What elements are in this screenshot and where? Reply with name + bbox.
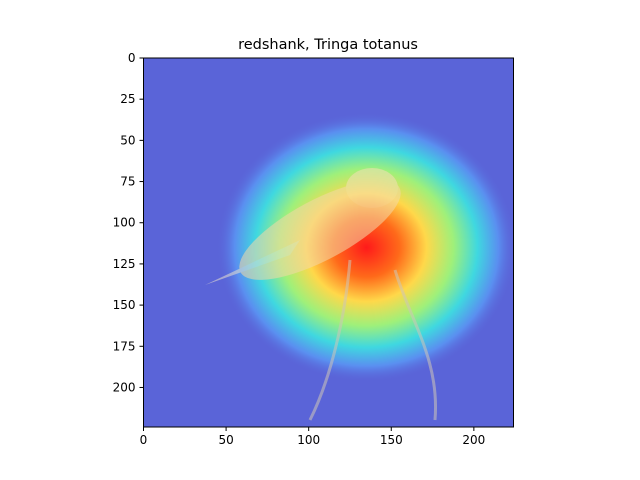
y-tick-label: 100 (113, 216, 136, 230)
x-tick-label: 200 (462, 433, 485, 447)
y-axis: 0 25 50 75 100 125 150 175 200 (113, 51, 144, 394)
x-tick-label: 0 (140, 433, 148, 447)
y-tick-label: 200 (113, 380, 136, 394)
heatmap-image (143, 58, 514, 427)
x-axis: 0 50 100 150 200 (140, 427, 485, 447)
y-tick-label: 175 (113, 339, 136, 353)
heatmap-hotspot (216, 112, 514, 383)
y-tick-label: 150 (113, 298, 136, 312)
y-tick-label: 25 (120, 92, 135, 106)
y-tick-label: 50 (120, 133, 135, 147)
y-tick-label: 125 (113, 257, 136, 271)
y-tick-label: 0 (128, 51, 136, 65)
plot-frame (143, 57, 514, 428)
chart-title: redshank, Tringa totanus (238, 37, 418, 53)
bird-subject (205, 168, 438, 421)
x-tick-label: 150 (380, 433, 403, 447)
y-tick-label: 75 (120, 175, 135, 189)
x-tick-label: 50 (218, 433, 233, 447)
x-tick-label: 100 (297, 433, 320, 447)
